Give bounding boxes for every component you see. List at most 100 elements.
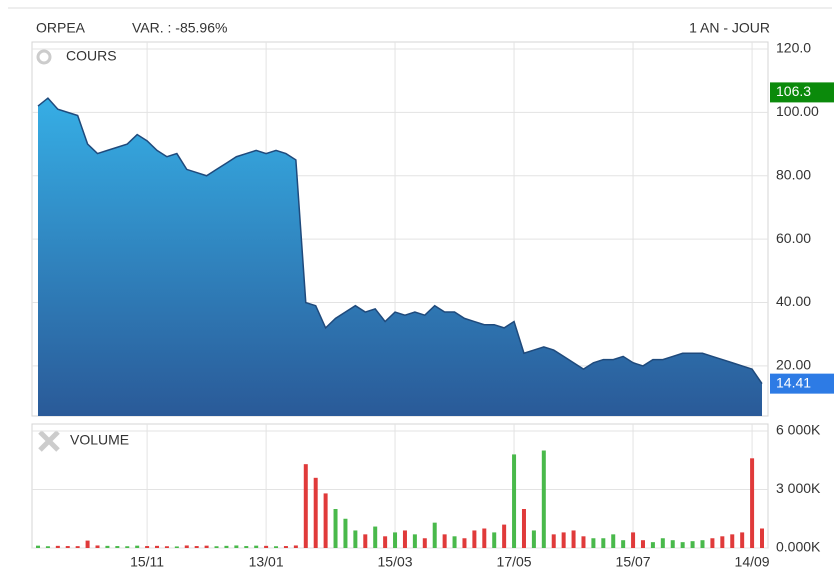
volume-bar (254, 545, 259, 548)
volume-bar (45, 546, 50, 548)
y-tick-label: 100.00 (776, 103, 819, 119)
volume-bar (393, 532, 398, 548)
x-tick-label: 14/09 (735, 554, 770, 570)
volume-bar (323, 493, 328, 548)
volume-frame (31, 423, 769, 549)
volume-bar (462, 538, 467, 548)
volume-bar (670, 540, 675, 548)
volume-bar (75, 546, 80, 548)
x-tick-label: 13/01 (249, 554, 284, 570)
price-marker-label: 106.3 (776, 83, 811, 99)
volume-bar (65, 546, 70, 548)
volume-bar (333, 509, 338, 548)
x-tick-label: 17/05 (497, 554, 532, 570)
volume-bar (174, 546, 179, 548)
panel-label: VOLUME (70, 432, 129, 448)
volume-bar (234, 545, 239, 548)
volume-bar (581, 536, 586, 548)
y-tick-label: 6 000K (776, 422, 821, 438)
volume-bar (700, 540, 705, 548)
y-tick-label: 120.0 (776, 40, 811, 56)
volume-bar (224, 545, 229, 548)
volume-bar (95, 545, 100, 548)
panel-label: COURS (66, 48, 117, 64)
volume-bar (363, 534, 368, 548)
volume-bar (85, 540, 90, 548)
volume-bar (650, 542, 655, 548)
volume-bar (135, 545, 140, 548)
volume-bar (680, 542, 685, 548)
volume-bar (730, 534, 735, 548)
volume-bar (561, 532, 566, 548)
close-icon[interactable] (38, 430, 60, 452)
volume-bar (432, 522, 437, 548)
y-tick-label: 60.00 (776, 230, 811, 246)
price-marker (770, 373, 834, 394)
volume-bar (343, 518, 348, 548)
volume-bar (521, 509, 526, 548)
variation: VAR. : -85.96% (132, 20, 227, 36)
volume-bar (204, 545, 209, 548)
volume-bar (373, 526, 378, 548)
volume-bar (631, 532, 636, 548)
volume-bar (55, 545, 60, 548)
y-tick-label: 0.000K (776, 539, 821, 555)
volume-bar (125, 546, 130, 548)
volume-bar (184, 545, 189, 548)
y-tick-label: 3 000K (776, 480, 821, 496)
volume-bar (571, 530, 576, 548)
volume-bar (611, 534, 616, 548)
volume-bar (591, 538, 596, 548)
volume-bar (115, 546, 120, 548)
volume-bar (36, 545, 40, 548)
stock-name: ORPEA (36, 20, 86, 36)
volume-bar (214, 546, 219, 548)
volume-bar (492, 532, 497, 548)
volume-bar (740, 532, 745, 548)
volume-bar (353, 530, 358, 548)
price-line (37, 97, 763, 385)
volume-bar (283, 546, 288, 548)
volume-bar (313, 477, 318, 548)
volume-bar (422, 538, 427, 548)
volume-bar (412, 534, 417, 548)
volume-bar (293, 545, 298, 548)
volume-bar (750, 458, 755, 548)
y-tick-label: 80.00 (776, 166, 811, 182)
volume-bar (760, 528, 764, 548)
volume-bar (442, 534, 447, 548)
price-marker-label: 14.41 (776, 374, 811, 390)
volume-bar (164, 546, 169, 548)
volume-bar (274, 546, 279, 548)
volume-bar (531, 530, 536, 548)
volume-bar (660, 538, 665, 548)
volume-bar (105, 545, 110, 548)
volume-bar (264, 545, 269, 548)
volume-bar (155, 545, 160, 548)
volume-bar (303, 464, 308, 548)
period: 1 AN - JOUR (689, 20, 770, 36)
volume-bar (244, 546, 249, 548)
price-marker (770, 82, 834, 103)
volume-bar (502, 524, 507, 548)
volume-bar (472, 530, 477, 548)
settings-icon[interactable] (36, 49, 52, 65)
x-tick-label: 15/07 (616, 554, 651, 570)
volume-bar (482, 528, 487, 548)
y-tick-label: 40.00 (776, 293, 811, 309)
volume-bar (710, 538, 715, 548)
volume-bar (402, 530, 407, 548)
volume-bar (640, 540, 645, 548)
volume-bar (145, 546, 150, 548)
volume-bar (601, 538, 606, 548)
x-tick-label: 15/03 (378, 554, 413, 570)
x-tick-label: 15/11 (130, 554, 164, 570)
volume-bar (551, 534, 556, 548)
volume-bar (383, 536, 388, 548)
volume-bar (512, 454, 517, 548)
y-tick-label: 20.00 (776, 357, 811, 373)
volume-bar (690, 541, 695, 548)
price-area (38, 98, 762, 416)
